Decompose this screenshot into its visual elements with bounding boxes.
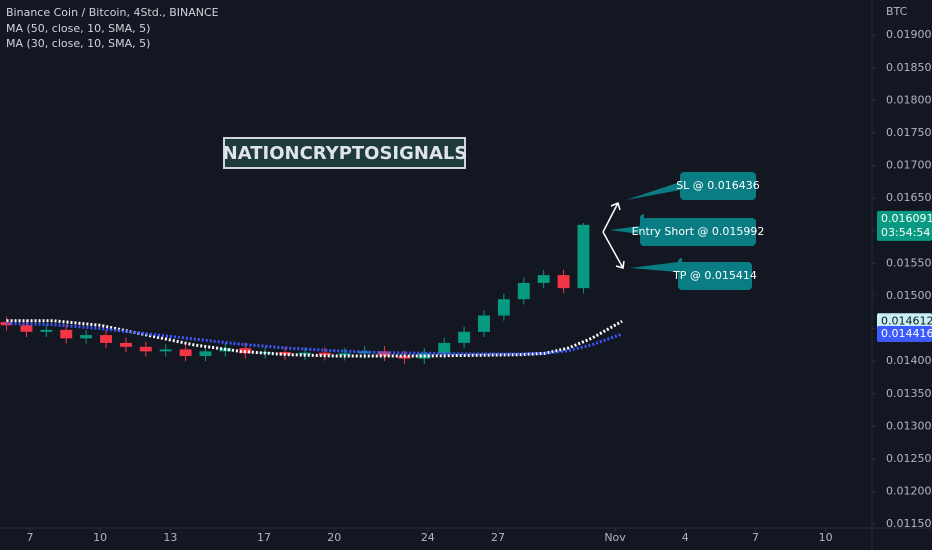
- x-tick-label: 17: [257, 531, 271, 544]
- callouts: [610, 172, 756, 290]
- candle-body: [358, 351, 371, 354]
- candle-body: [438, 342, 451, 354]
- price-tag: [877, 313, 932, 330]
- annotation: Entry Short @ 0.015992: [632, 225, 765, 238]
- x-tick-label: 24: [421, 531, 435, 544]
- axis-unit: BTC: [886, 5, 908, 18]
- x-tick-label: 20: [327, 531, 341, 544]
- legend-entry: MA (50, close, 10, SMA, 5): [6, 22, 150, 35]
- watermark-box: [223, 137, 466, 169]
- candle-body: [478, 315, 490, 332]
- candle-body: [557, 275, 570, 289]
- candle-body: [20, 325, 33, 332]
- x-tick-label: 7: [26, 531, 33, 544]
- x-tick-label: 27: [491, 531, 505, 544]
- candle-body: [378, 351, 391, 356]
- candle-body: [497, 299, 510, 316]
- price-tag-label: 0.014416: [881, 327, 932, 340]
- x-tick-label: 4: [682, 531, 689, 544]
- x-tick-label: 10: [93, 531, 107, 544]
- candle-body: [80, 335, 93, 339]
- annotation: TP @ 0.015414: [672, 269, 757, 282]
- annotation: SL @ 0.016436: [676, 179, 760, 192]
- candle-body: [537, 275, 550, 283]
- x-tick-label: 10: [819, 531, 833, 544]
- candle-body: [517, 282, 530, 300]
- candle-body: [179, 349, 192, 356]
- last-price-tag: [877, 210, 932, 241]
- plot: [0, 222, 623, 364]
- candle-body: [318, 352, 331, 356]
- candle-body: [119, 342, 132, 347]
- candle-body: [338, 353, 351, 356]
- candle-body: [458, 331, 471, 343]
- price-tag: [877, 326, 932, 343]
- candle-body: [139, 346, 152, 352]
- x-tick-label: Nov: [604, 531, 626, 544]
- candle-body: [199, 351, 212, 356]
- watermark: NATIONCRYPTOSIGNALS: [223, 143, 468, 164]
- candle-body: [60, 329, 73, 339]
- candle-body: [577, 224, 590, 289]
- last-price-label: 0.016091: [881, 212, 932, 225]
- moving-average: [6, 321, 623, 356]
- candle-body: [100, 335, 112, 343]
- arrows: [602, 201, 625, 269]
- y-tick-label: 0.019000: [886, 28, 932, 41]
- price-tag-label: 0.014612: [881, 314, 932, 327]
- countdown: 03:54:54: [881, 226, 930, 239]
- candle-body: [40, 329, 53, 332]
- x-tick-label: 7: [752, 531, 759, 544]
- chart-title: Binance Coin / Bitcoin, 4Std., BINANCE: [6, 6, 219, 19]
- x-tick-label: 13: [163, 531, 177, 544]
- legend-entry: MA (30, close, 10, SMA, 5): [6, 37, 150, 50]
- candle-body: [159, 349, 172, 352]
